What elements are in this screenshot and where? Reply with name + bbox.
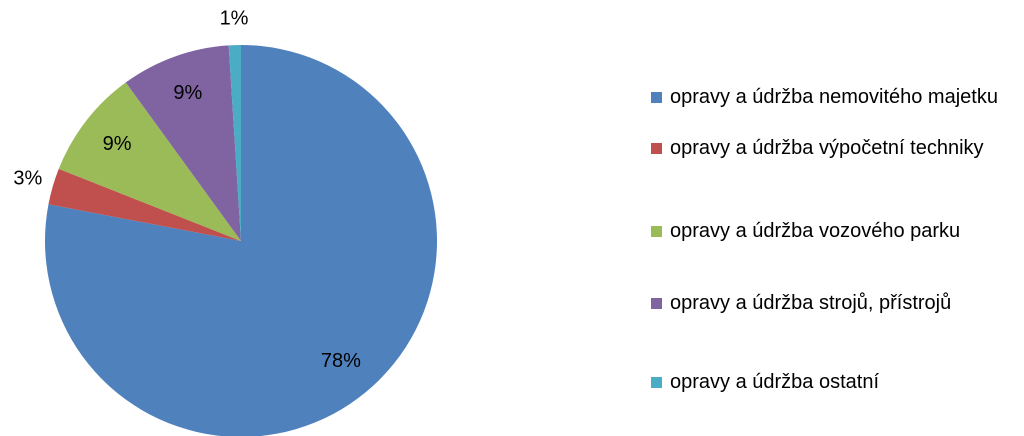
pie-slice xyxy=(228,45,241,241)
legend-label: opravy a údržba ostatní xyxy=(670,371,880,393)
legend-item: opravy a údržba strojů, přístrojů xyxy=(650,289,1020,317)
pie-slice xyxy=(48,168,242,241)
legend-swatch xyxy=(651,226,662,237)
legend-item: opravy a údržba nemovitého majetku xyxy=(650,83,1020,111)
legend-swatch xyxy=(651,92,662,103)
legend-swatch xyxy=(651,377,662,388)
pie-slice xyxy=(58,82,241,241)
data-label: 3% xyxy=(13,167,42,189)
data-label: 9% xyxy=(103,133,132,155)
legend-label: opravy a údržba strojů, přístrojů xyxy=(670,292,952,314)
pie-slice xyxy=(125,45,241,241)
legend-item: opravy a údržba výpočetní techniky xyxy=(650,134,1020,162)
legend-item: opravy a údržba vozového parku xyxy=(650,217,1020,245)
legend-label: opravy a údržba výpočetní techniky xyxy=(670,137,984,159)
pie-slice xyxy=(45,45,437,436)
legend-swatch xyxy=(651,143,662,154)
legend-label: opravy a údržba vozového parku xyxy=(670,220,961,242)
data-label: 1% xyxy=(220,7,249,29)
legend-swatch xyxy=(651,298,662,309)
legend-item: opravy a údržba ostatní xyxy=(650,368,1020,396)
legend-label: opravy a údržba nemovitého majetku xyxy=(670,86,998,108)
data-label: 9% xyxy=(173,82,202,104)
data-label: 78% xyxy=(321,350,361,372)
